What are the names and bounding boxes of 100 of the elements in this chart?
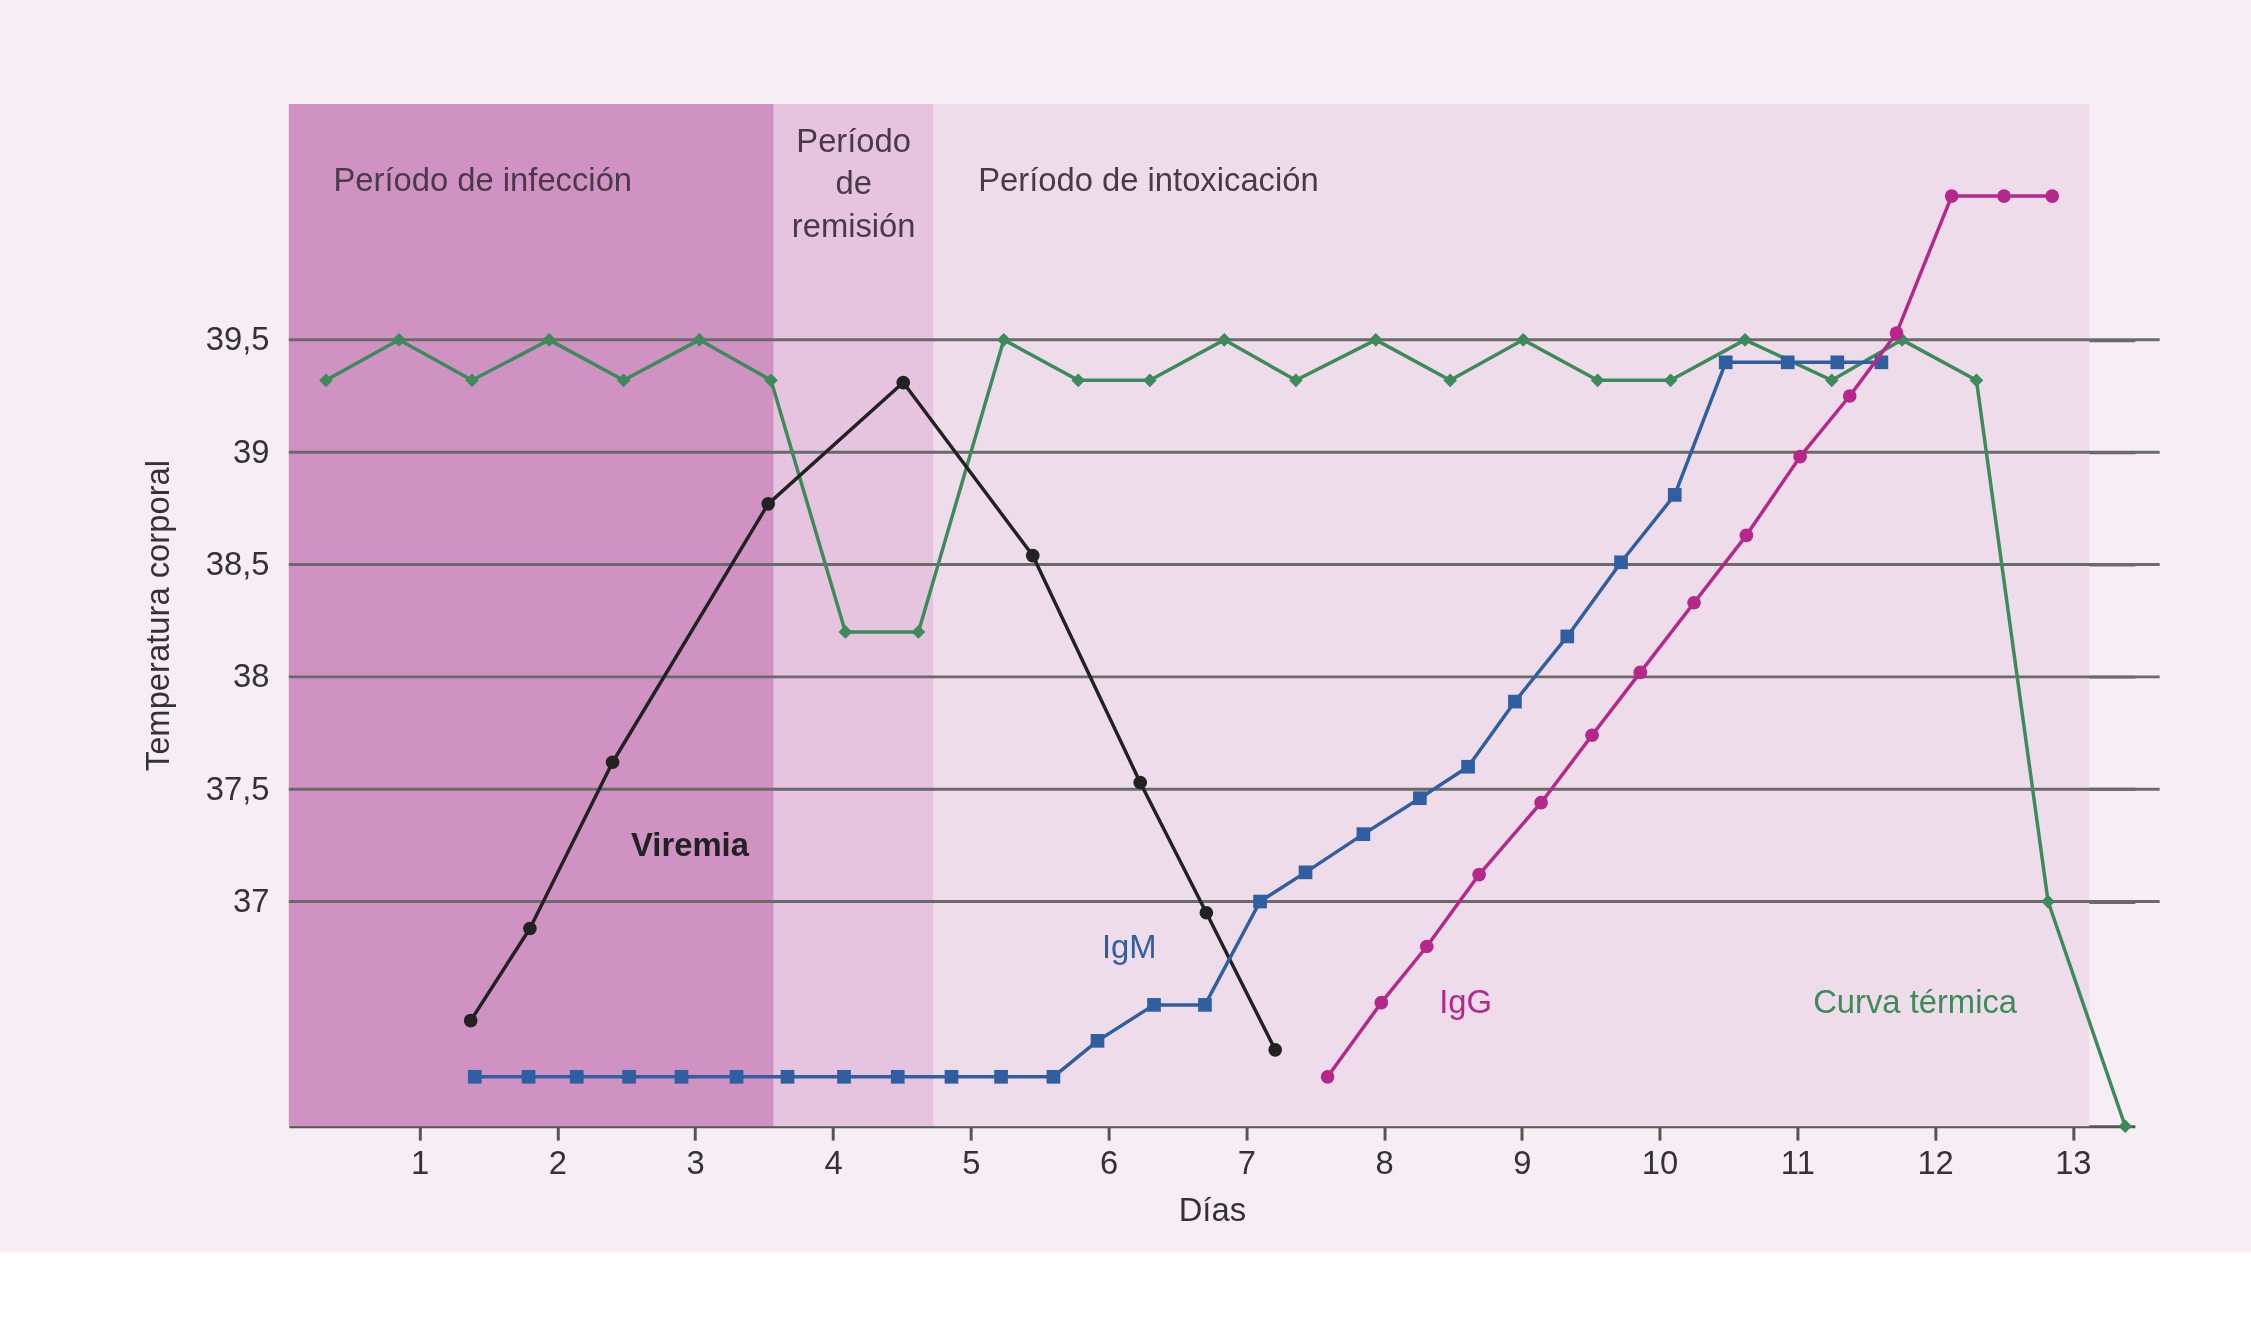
point bbox=[1320, 1069, 1335, 1084]
point bbox=[521, 1069, 536, 1084]
point bbox=[674, 1069, 689, 1084]
point bbox=[392, 333, 406, 347]
point bbox=[1253, 894, 1267, 909]
point bbox=[1217, 333, 1232, 347]
series-label: IgM bbox=[1101, 928, 1157, 966]
y-tick-label: 37,5 bbox=[205, 769, 270, 807]
x-tick-label: 13 bbox=[2055, 1144, 2092, 1182]
point bbox=[896, 375, 911, 390]
point bbox=[911, 625, 926, 639]
series-label: IgG bbox=[1439, 982, 1493, 1020]
point bbox=[1667, 488, 1682, 502]
point bbox=[465, 373, 479, 388]
point bbox=[1419, 939, 1434, 954]
point bbox=[1025, 548, 1040, 563]
point bbox=[1739, 528, 1754, 543]
point bbox=[616, 373, 631, 388]
point bbox=[1585, 728, 1599, 743]
point bbox=[1780, 355, 1795, 370]
point bbox=[1560, 629, 1575, 644]
y-tick-label: 37 bbox=[233, 881, 270, 919]
point bbox=[944, 1069, 959, 1084]
point bbox=[467, 1069, 482, 1084]
x-axis-title: Días bbox=[1178, 1191, 1247, 1229]
point bbox=[1633, 665, 1648, 680]
point bbox=[1687, 595, 1701, 610]
point bbox=[1143, 373, 1157, 388]
x-tick-label: 3 bbox=[686, 1144, 705, 1182]
point bbox=[761, 497, 776, 511]
point bbox=[2041, 894, 2055, 909]
x-tick-label: 12 bbox=[1917, 1144, 1954, 1182]
point bbox=[1718, 355, 1733, 370]
point bbox=[1508, 694, 1522, 709]
band-label: Período de intoxicación bbox=[978, 161, 1319, 199]
y-tick-label: 38 bbox=[233, 657, 270, 695]
point bbox=[1614, 555, 1628, 570]
point bbox=[1046, 1069, 1061, 1084]
x-tick-label: 6 bbox=[1099, 1144, 1119, 1182]
point bbox=[622, 1069, 636, 1084]
point bbox=[1071, 373, 1086, 388]
x-tick-label: 1 bbox=[411, 1144, 430, 1182]
point bbox=[1199, 905, 1214, 920]
point bbox=[1534, 795, 1548, 810]
point bbox=[838, 625, 853, 639]
point bbox=[1289, 373, 1303, 388]
x-tick-label: 10 bbox=[1641, 1144, 1679, 1182]
point bbox=[1793, 449, 1807, 464]
point bbox=[1663, 373, 1678, 388]
x-tick-label: 5 bbox=[962, 1144, 981, 1182]
point bbox=[1368, 333, 1383, 347]
point bbox=[1133, 775, 1148, 790]
band-label: Período de remisión bbox=[791, 121, 916, 244]
point bbox=[1969, 373, 1984, 388]
point bbox=[1461, 759, 1475, 774]
point bbox=[1830, 355, 1845, 370]
x-tick-label: 4 bbox=[824, 1144, 843, 1182]
point bbox=[1889, 326, 1904, 340]
band-label: Período de infección bbox=[333, 161, 633, 199]
x-tick-label: 11 bbox=[1780, 1144, 1815, 1182]
point bbox=[890, 1069, 905, 1084]
point bbox=[1443, 373, 1458, 388]
point bbox=[1268, 1043, 1283, 1057]
point bbox=[523, 921, 537, 936]
x-tick-label: 8 bbox=[1375, 1144, 1394, 1182]
point bbox=[780, 1069, 795, 1084]
point bbox=[994, 1069, 1008, 1084]
series-label: Curva térmica bbox=[1813, 982, 2018, 1020]
point bbox=[1298, 865, 1313, 880]
point bbox=[1472, 867, 1486, 882]
x-tick-label: 2 bbox=[548, 1144, 568, 1182]
point bbox=[1997, 189, 2011, 203]
point bbox=[605, 755, 620, 770]
point bbox=[1413, 791, 1427, 806]
point bbox=[996, 333, 1011, 347]
y-tick-label: 38,5 bbox=[205, 544, 270, 582]
point bbox=[1090, 1034, 1105, 1048]
series-label: Viremia bbox=[631, 825, 750, 863]
point bbox=[569, 1069, 584, 1084]
point bbox=[1516, 333, 1531, 347]
y-tick-label: 39 bbox=[233, 432, 270, 470]
point bbox=[2045, 189, 2060, 203]
point bbox=[1944, 189, 1959, 203]
point bbox=[1356, 827, 1371, 841]
point bbox=[1824, 373, 1839, 388]
point bbox=[692, 333, 707, 347]
x-tick-label: 9 bbox=[1513, 1144, 1532, 1182]
point bbox=[1842, 389, 1857, 403]
point bbox=[764, 373, 778, 388]
point bbox=[1590, 373, 1605, 388]
point bbox=[1147, 998, 1161, 1012]
point bbox=[729, 1069, 744, 1084]
y-axis-title: Temperatura corporal bbox=[139, 459, 176, 772]
y-tick-label: 39,5 bbox=[205, 320, 270, 358]
point bbox=[463, 1013, 478, 1028]
point bbox=[837, 1069, 851, 1084]
x-tick-label: 7 bbox=[1237, 1144, 1256, 1182]
point bbox=[319, 373, 333, 388]
point bbox=[1198, 998, 1212, 1012]
point bbox=[542, 333, 557, 347]
